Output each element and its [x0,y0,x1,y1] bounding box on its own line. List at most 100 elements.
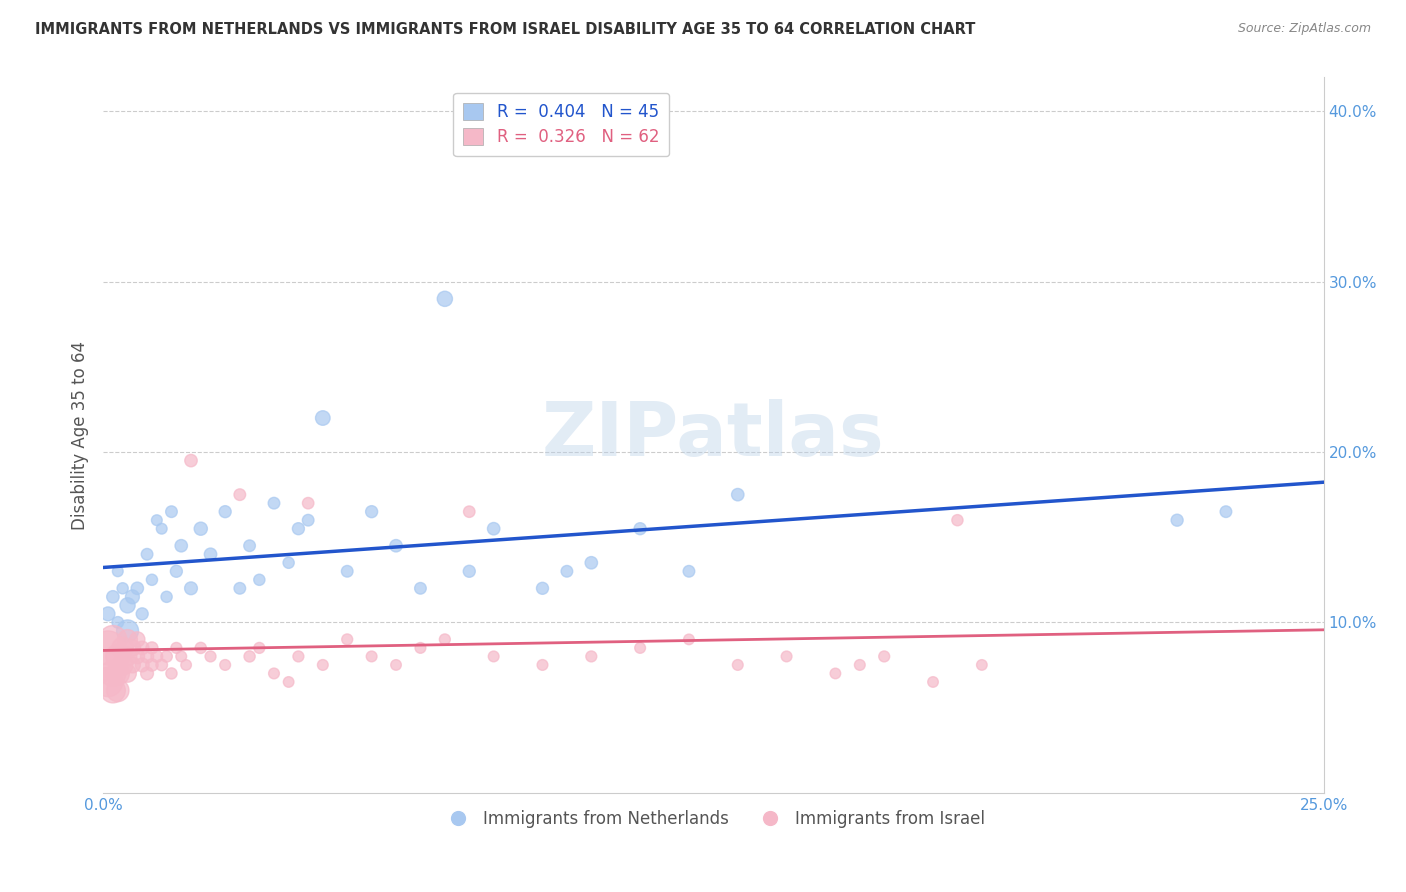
Point [136,666,159,681]
Point [849,657,872,672]
Point [101,683,124,698]
Point [336,564,359,578]
Point [555,564,578,578]
Point [214,657,236,672]
Point [101,632,124,647]
Text: ZIPatlas: ZIPatlas [543,399,884,472]
Point [482,649,505,664]
Point [200,547,222,561]
Point [581,556,603,570]
Y-axis label: Disability Age 35 to 64: Disability Age 35 to 64 [72,341,89,530]
Point [581,649,603,664]
Point [136,547,159,561]
Point [727,488,749,502]
Point [97,607,120,621]
Point [360,649,382,664]
Point [628,640,651,655]
Point [141,657,163,672]
Legend: Immigrants from Netherlands, Immigrants from Israel: Immigrants from Netherlands, Immigrants … [434,803,993,834]
Point [458,564,481,578]
Point [190,522,212,536]
Point [247,573,270,587]
Point [111,582,134,596]
Point [180,582,202,596]
Point [385,539,408,553]
Point [117,632,139,647]
Point [111,657,134,672]
Point [111,640,134,655]
Point [239,539,262,553]
Point [160,666,183,681]
Point [263,666,285,681]
Point [174,657,197,672]
Point [263,496,285,510]
Point [312,411,335,425]
Point [121,590,143,604]
Point [775,649,797,664]
Point [150,522,173,536]
Point [1166,513,1188,527]
Point [107,683,129,698]
Point [409,582,432,596]
Point [229,582,252,596]
Point [107,615,129,630]
Point [482,522,505,536]
Point [1215,505,1237,519]
Point [117,624,139,638]
Point [107,666,129,681]
Point [121,640,143,655]
Point [678,632,700,647]
Point [433,292,456,306]
Point [214,505,236,519]
Point [131,640,153,655]
Point [409,640,432,655]
Point [239,649,262,664]
Point [146,513,169,527]
Point [628,522,651,536]
Point [531,582,554,596]
Text: Source: ZipAtlas.com: Source: ZipAtlas.com [1237,22,1371,36]
Point [107,649,129,664]
Point [336,632,359,647]
Point [131,657,153,672]
Point [160,505,183,519]
Point [127,582,149,596]
Point [101,666,124,681]
Point [287,649,309,664]
Point [247,640,270,655]
Point [277,556,299,570]
Point [101,590,124,604]
Point [165,640,187,655]
Point [727,657,749,672]
Point [297,513,319,527]
Point [458,505,481,519]
Point [146,649,169,664]
Point [170,539,193,553]
Point [824,666,846,681]
Point [165,564,187,578]
Point [155,590,177,604]
Point [117,649,139,664]
Point [127,632,149,647]
Point [141,573,163,587]
Point [131,607,153,621]
Point [127,649,149,664]
Point [433,632,456,647]
Point [117,599,139,613]
Point [312,657,335,672]
Point [531,657,554,672]
Point [155,649,177,664]
Point [97,640,120,655]
Point [873,649,896,664]
Text: IMMIGRANTS FROM NETHERLANDS VS IMMIGRANTS FROM ISRAEL DISABILITY AGE 35 TO 64 CO: IMMIGRANTS FROM NETHERLANDS VS IMMIGRANT… [35,22,976,37]
Point [297,496,319,510]
Point [141,640,163,655]
Point [360,505,382,519]
Point [287,522,309,536]
Point [150,657,173,672]
Point [97,675,120,690]
Point [200,649,222,664]
Point [107,564,129,578]
Point [136,649,159,664]
Point [170,649,193,664]
